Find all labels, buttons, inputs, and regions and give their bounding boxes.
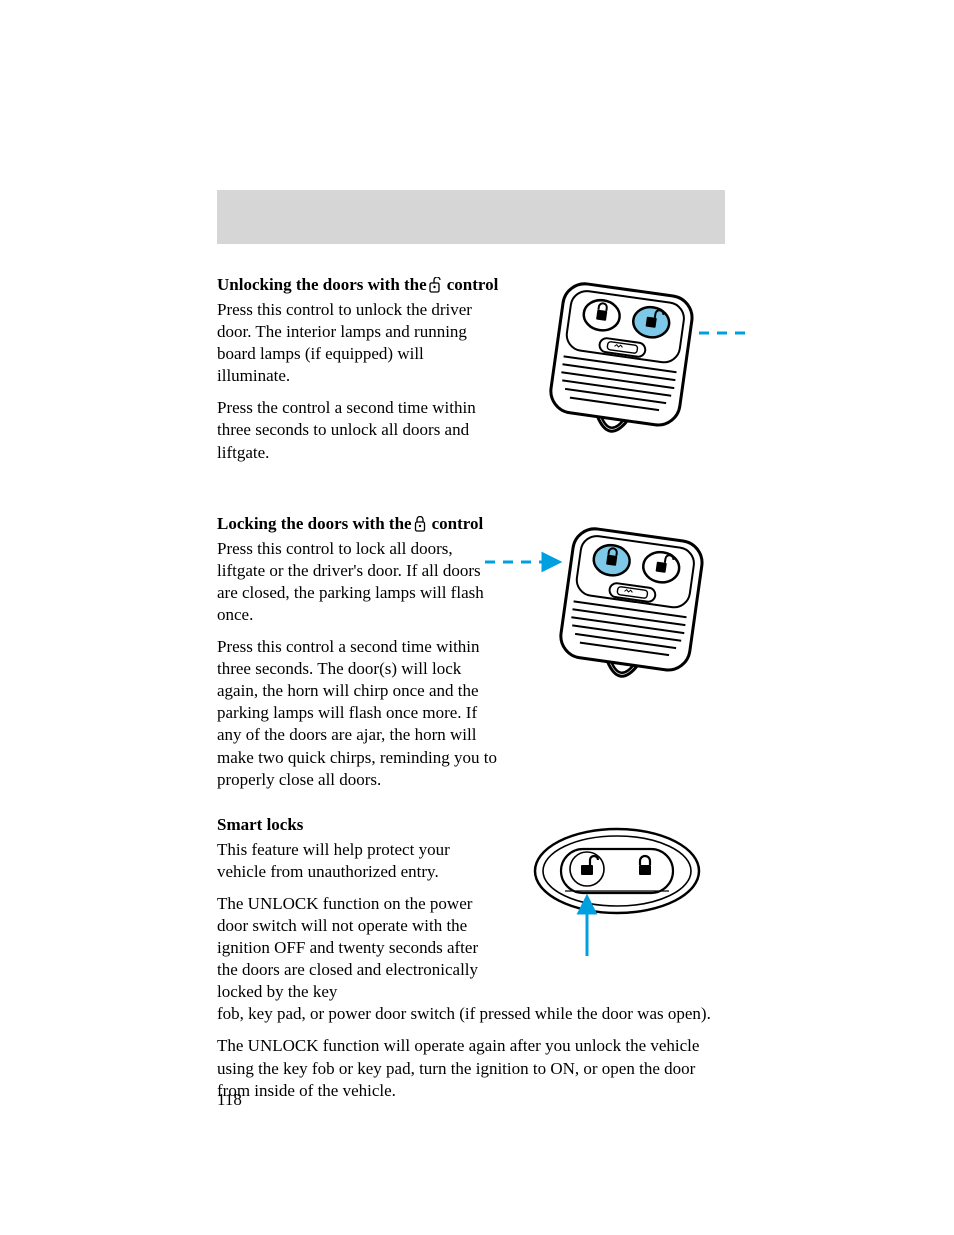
heading-lock-prefix: Locking the doors with the (217, 514, 412, 534)
smart-para-2: The UNLOCK function on the power door sw… (217, 893, 499, 1003)
section-smartlocks: Smart locks This feature will help prote… (217, 815, 725, 1102)
diagram-door-switch (527, 821, 717, 971)
page-number: 118 (217, 1090, 242, 1110)
lock-icon (414, 516, 432, 532)
arrow-switch (579, 897, 595, 956)
lock-para-1: Press this control to lock all doors, li… (217, 538, 499, 626)
diagram-keyfob-unlock (515, 275, 755, 455)
section-unlock: Unlocking the doors with the control Pre… (217, 275, 725, 464)
lock-para-2: Press this control a second time within … (217, 636, 499, 791)
smart-para-2b: fob, key pad, or power door switch (if p… (217, 1003, 725, 1025)
unlock-para-2: Press the control a second time within t… (217, 397, 499, 463)
arrow-lock (485, 554, 559, 570)
header-bar (217, 190, 725, 244)
heading-unlock-prefix: Unlocking the doors with the (217, 275, 427, 295)
heading-lock-suffix: control (432, 514, 484, 534)
section-lock: Locking the doors with the control Press… (217, 514, 725, 791)
page-content: Unlocking the doors with the control Pre… (217, 275, 725, 1126)
smart-para-1: This feature will help protect your vehi… (217, 839, 499, 883)
unlock-para-1: Press this control to unlock the driver … (217, 299, 499, 387)
smart-para-3: The UNLOCK function will operate again a… (217, 1035, 725, 1101)
diagram-keyfob-lock (485, 522, 745, 712)
unlock-icon (429, 277, 447, 293)
heading-unlock-suffix: control (447, 275, 499, 295)
